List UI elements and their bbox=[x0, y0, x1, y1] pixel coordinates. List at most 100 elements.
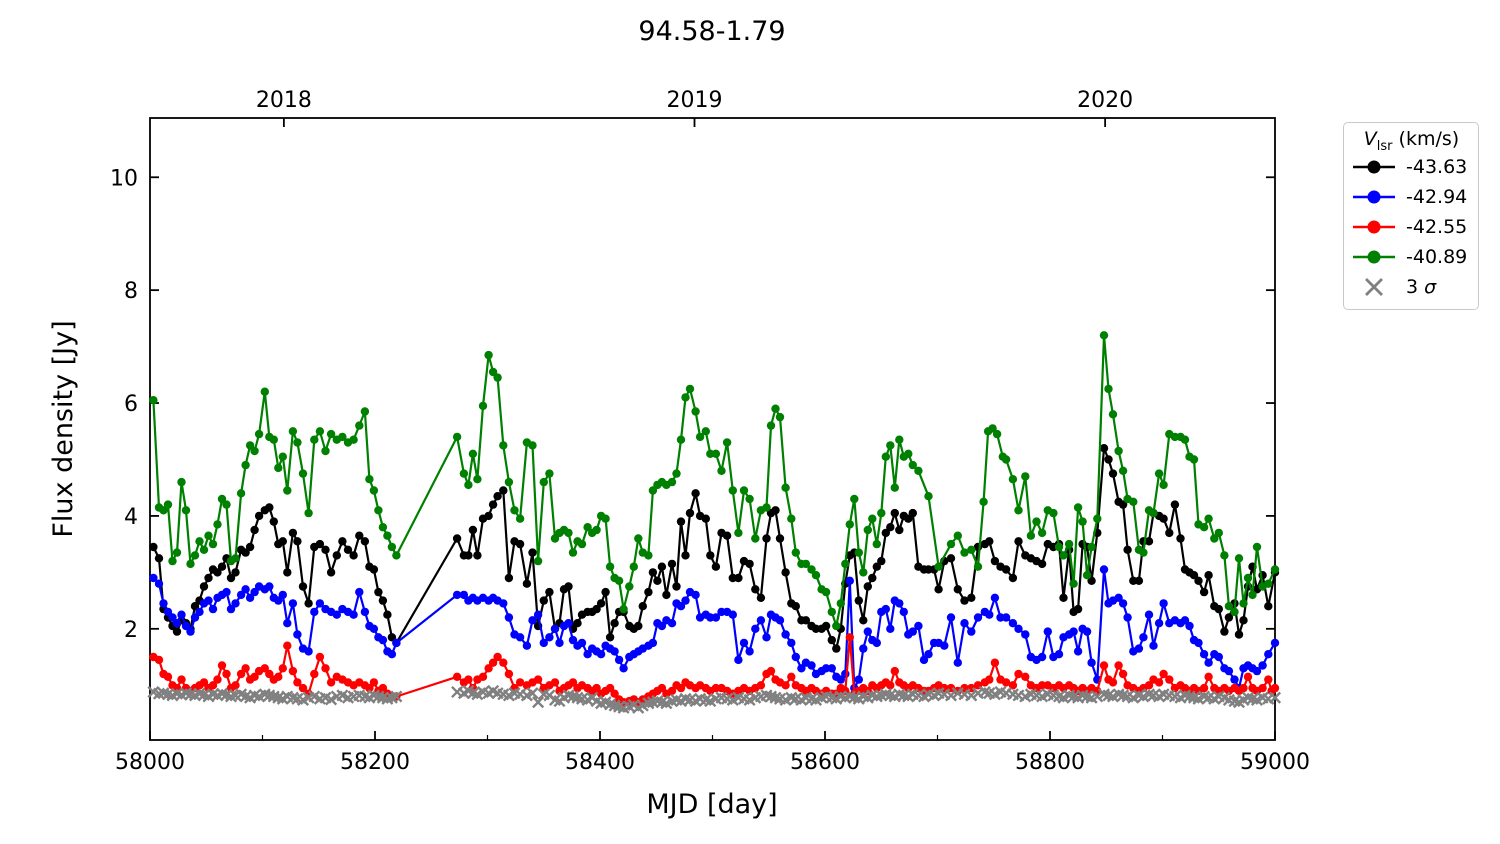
data-point-marker bbox=[168, 613, 177, 622]
data-point-marker bbox=[1194, 638, 1203, 648]
data-point-marker bbox=[953, 531, 962, 540]
data-point-marker bbox=[1087, 542, 1096, 552]
data-point-marker bbox=[1104, 455, 1113, 464]
data-point-marker bbox=[756, 593, 766, 602]
data-point-marker bbox=[886, 523, 895, 532]
data-point-marker bbox=[250, 587, 259, 597]
data-point-marker bbox=[522, 641, 532, 650]
data-point-marker bbox=[1214, 528, 1224, 538]
data-point-marker bbox=[881, 528, 890, 538]
data-point-marker bbox=[899, 607, 908, 617]
data-point-marker bbox=[1032, 517, 1041, 526]
data-point-marker bbox=[596, 650, 606, 659]
data-point-marker bbox=[304, 599, 313, 608]
data-point-marker bbox=[577, 539, 587, 549]
data-point-marker bbox=[967, 627, 976, 636]
data-point-marker bbox=[539, 638, 548, 648]
data-point-marker bbox=[533, 610, 543, 619]
data-point-marker bbox=[1118, 599, 1128, 608]
data-point-marker bbox=[836, 599, 845, 608]
data-point-marker bbox=[315, 427, 325, 436]
data-point-marker bbox=[1099, 661, 1109, 670]
data-point-marker bbox=[979, 497, 988, 506]
y-tick-label: 2 bbox=[124, 618, 138, 643]
data-point-marker bbox=[791, 652, 800, 662]
data-point-marker bbox=[745, 559, 754, 569]
x-tick-label: 58200 bbox=[340, 750, 410, 775]
data-point-marker bbox=[154, 655, 164, 665]
data-point-marker bbox=[807, 565, 816, 574]
data-point-marker bbox=[992, 429, 1002, 439]
data-point-marker bbox=[751, 534, 760, 543]
data-point-marker bbox=[1073, 604, 1083, 614]
data-point-marker bbox=[648, 486, 658, 495]
data-point-marker bbox=[728, 486, 737, 495]
data-point-marker bbox=[1220, 627, 1229, 636]
data-point-marker bbox=[1093, 514, 1102, 523]
data-point-marker bbox=[739, 638, 749, 648]
data-point-marker bbox=[990, 593, 1000, 602]
data-point-marker bbox=[484, 350, 493, 360]
data-point-marker bbox=[657, 621, 667, 631]
data-point-marker bbox=[908, 460, 917, 470]
data-point-marker bbox=[274, 463, 283, 473]
data-point-marker bbox=[1248, 590, 1257, 600]
data-point-marker bbox=[1059, 593, 1068, 602]
series-line bbox=[152, 568, 1276, 690]
data-point-marker bbox=[283, 486, 292, 495]
sigma-x-marker bbox=[944, 689, 958, 702]
data-point-marker bbox=[1037, 528, 1047, 538]
data-point-marker bbox=[1144, 610, 1154, 619]
data-point-marker bbox=[163, 607, 173, 617]
legend-line-marker-icon bbox=[1353, 220, 1395, 234]
data-point-marker bbox=[1252, 666, 1262, 676]
data-point-marker bbox=[1129, 497, 1138, 506]
data-point-marker bbox=[722, 438, 732, 447]
data-point-marker bbox=[1149, 508, 1158, 518]
data-point-marker bbox=[924, 492, 933, 501]
data-point-marker bbox=[564, 528, 573, 538]
data-point-marker bbox=[452, 590, 462, 600]
data-point-marker bbox=[208, 681, 218, 690]
data-point-marker bbox=[172, 619, 182, 628]
data-point-marker bbox=[499, 441, 508, 450]
data-point-marker bbox=[204, 596, 213, 605]
data-point-marker bbox=[360, 407, 370, 416]
data-point-marker bbox=[854, 675, 863, 684]
data-point-marker bbox=[691, 590, 700, 600]
data-point-marker bbox=[383, 531, 392, 540]
sigma-x-marker bbox=[1091, 690, 1104, 703]
data-point-marker bbox=[634, 534, 643, 543]
data-point-marker bbox=[739, 486, 749, 495]
data-point-marker bbox=[1165, 528, 1174, 538]
data-point-marker bbox=[934, 585, 943, 594]
data-point-marker bbox=[1204, 672, 1213, 681]
data-point-marker bbox=[1264, 602, 1273, 611]
data-point-marker bbox=[960, 596, 969, 605]
data-point-marker bbox=[1014, 624, 1023, 633]
data-point-marker bbox=[908, 627, 917, 636]
data-point-marker bbox=[522, 579, 532, 588]
data-point-marker bbox=[1204, 514, 1213, 523]
data-point-marker bbox=[1118, 500, 1128, 509]
data-point-marker bbox=[841, 559, 850, 569]
data-point-marker bbox=[459, 590, 469, 600]
data-point-marker bbox=[791, 602, 800, 611]
data-point-marker bbox=[890, 483, 899, 492]
data-point-marker bbox=[667, 619, 677, 628]
data-point-marker bbox=[515, 514, 525, 523]
data-point-marker bbox=[605, 683, 615, 693]
data-point-marker bbox=[293, 678, 302, 687]
data-point-marker bbox=[775, 616, 785, 625]
data-point-marker bbox=[832, 644, 841, 653]
legend-entry-label: -42.94 bbox=[1406, 186, 1468, 208]
data-point-marker bbox=[222, 587, 231, 597]
data-point-marker bbox=[787, 672, 796, 681]
data-point-marker bbox=[667, 686, 677, 696]
data-point-marker bbox=[751, 585, 760, 594]
plot-area: 58000 58200 58400 58600 58800 59000 2 4 6 8 10 2018… bbox=[110, 88, 1310, 775]
x-tick-label: 58800 bbox=[1015, 750, 1085, 775]
data-point-marker bbox=[177, 610, 186, 619]
data-point-marker bbox=[1123, 545, 1132, 554]
